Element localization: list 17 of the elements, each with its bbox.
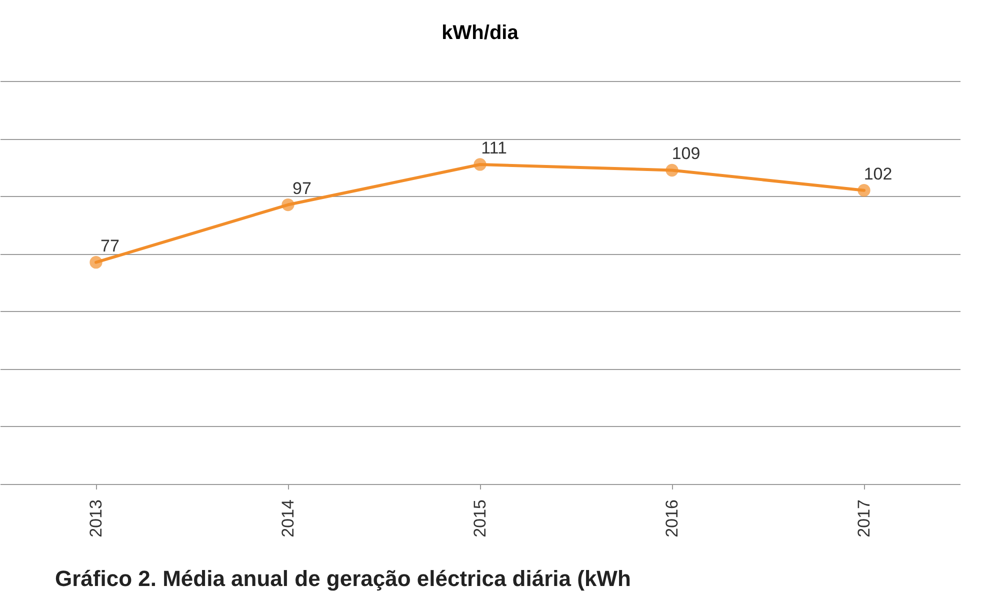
data-label: 97 <box>292 178 312 198</box>
data-label: 111 <box>481 138 507 158</box>
point <box>90 256 102 269</box>
point <box>666 164 678 177</box>
data-label: 109 <box>672 144 700 164</box>
x-tick-label: 2017 <box>854 500 874 538</box>
chart-title: kWh/dia <box>442 22 520 44</box>
point <box>474 158 486 171</box>
point <box>858 184 870 197</box>
x-tick-label: 2016 <box>662 500 682 538</box>
data-label: 77 <box>100 236 120 256</box>
point <box>282 198 294 212</box>
x-tick-label: 2013 <box>86 500 106 538</box>
x-tick-label: 2014 <box>278 500 298 538</box>
x-tick-label: 2015 <box>470 500 490 538</box>
data-label: 102 <box>864 164 892 184</box>
text: Gráfico 2. Média anual de geração eléctrica diária (kWh <box>55 566 631 592</box>
